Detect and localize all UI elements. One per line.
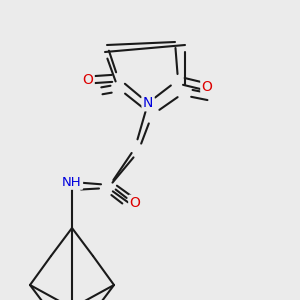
Text: NH: NH (62, 176, 82, 188)
Text: N: N (143, 96, 153, 110)
Text: O: O (202, 80, 212, 94)
Text: O: O (82, 73, 93, 87)
Text: O: O (130, 196, 140, 210)
